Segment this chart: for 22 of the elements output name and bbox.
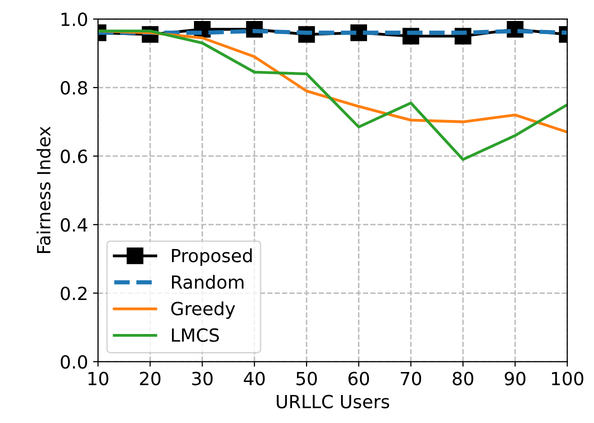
x-tick-label: 50 <box>296 372 317 386</box>
y-tick-label: 0.2 <box>60 286 86 300</box>
x-tick-label: 80 <box>452 372 474 386</box>
x-tick-label: 30 <box>192 372 213 386</box>
legend-label: LMCS <box>172 328 219 342</box>
x-axis-title: URLLC Users <box>276 394 390 408</box>
legend-label: Greedy <box>171 301 236 319</box>
y-tick-label: 0.6 <box>60 150 88 164</box>
y-tick-label: 0.4 <box>60 218 88 232</box>
x-tick-label: 90 <box>504 372 526 386</box>
x-tick-label: 40 <box>244 372 265 386</box>
legend-label: Random <box>172 274 244 289</box>
x-tick-label: 100 <box>552 372 584 386</box>
x-tick-label: 60 <box>348 372 369 386</box>
x-tick-label: 10 <box>88 372 108 386</box>
legend-label: Proposed <box>172 248 252 266</box>
y-tick-label: 0.8 <box>60 81 88 95</box>
x-tick-label: 70 <box>400 372 422 386</box>
y-tick-label: 1.0 <box>62 12 88 26</box>
y-axis-title: Fairness Index <box>36 126 51 253</box>
x-tick-label: 20 <box>140 372 160 386</box>
y-tick-label: 0.0 <box>60 355 88 369</box>
